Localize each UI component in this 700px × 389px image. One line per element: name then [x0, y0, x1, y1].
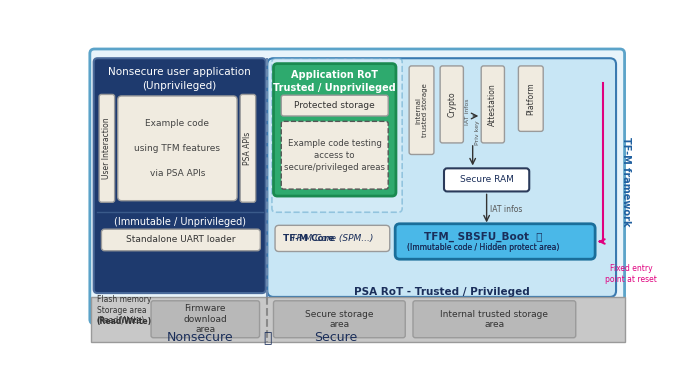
Text: Secure: Secure	[314, 331, 357, 344]
Text: Nonsecure: Nonsecure	[167, 331, 233, 344]
Text: 🔒: 🔒	[263, 331, 272, 345]
FancyBboxPatch shape	[281, 121, 389, 189]
Text: PSA RoT - Trusted / Privileged: PSA RoT - Trusted / Privileged	[354, 287, 529, 296]
FancyBboxPatch shape	[102, 229, 260, 251]
Text: (Immutable code / Hidden protect area): (Immutable code / Hidden protect area)	[407, 243, 559, 252]
FancyBboxPatch shape	[444, 168, 529, 191]
FancyBboxPatch shape	[409, 66, 434, 154]
FancyBboxPatch shape	[275, 225, 390, 252]
Text: (Read/Write): (Read/Write)	[97, 317, 152, 326]
Text: Attestation: Attestation	[489, 83, 497, 126]
Text: (Immutable / Unprivileged): (Immutable / Unprivileged)	[113, 217, 246, 227]
FancyBboxPatch shape	[99, 95, 115, 202]
Text: (Immutable code / Hidden protect area): (Immutable code / Hidden protect area)	[407, 243, 559, 252]
Text: Crypto: Crypto	[447, 92, 456, 117]
Text: TF-M Core (SPM...): TF-M Core (SPM...)	[291, 234, 374, 243]
Text: IAT infos: IAT infos	[491, 205, 523, 214]
FancyBboxPatch shape	[94, 58, 266, 293]
FancyBboxPatch shape	[274, 64, 396, 196]
FancyBboxPatch shape	[440, 66, 463, 143]
FancyBboxPatch shape	[481, 66, 505, 143]
Text: Secure storage
area: Secure storage area	[305, 310, 374, 329]
Text: Priv key: Priv key	[475, 121, 480, 145]
Bar	[92, 297, 624, 342]
Text: Application RoT
Trusted / Unprivileged: Application RoT Trusted / Unprivileged	[273, 70, 396, 93]
Text: Flash memory
Storage area
(Read/Write): Flash memory Storage area (Read/Write)	[97, 295, 151, 325]
FancyBboxPatch shape	[151, 301, 260, 338]
FancyBboxPatch shape	[413, 301, 575, 338]
Text: Example code testing
access to
secure/privileged areas: Example code testing access to secure/pr…	[284, 139, 385, 172]
FancyBboxPatch shape	[274, 301, 405, 338]
Text: IAT infos: IAT infos	[465, 99, 470, 125]
Text: Platform: Platform	[526, 82, 536, 115]
Text: Secure RAM: Secure RAM	[460, 175, 514, 184]
Text: Fixed entry
point at reset: Fixed entry point at reset	[606, 264, 657, 284]
Text: PSA APIs: PSA APIs	[244, 132, 253, 165]
Text: Protected storage: Protected storage	[295, 102, 375, 110]
FancyBboxPatch shape	[281, 95, 389, 116]
FancyBboxPatch shape	[272, 58, 402, 212]
Text: Internal trusted storage
area: Internal trusted storage area	[440, 310, 548, 329]
FancyBboxPatch shape	[395, 224, 595, 259]
FancyBboxPatch shape	[267, 58, 616, 297]
Text: Example code

using TFM features

via PSA APIs: Example code using TFM features via PSA …	[134, 119, 220, 178]
FancyBboxPatch shape	[240, 95, 256, 202]
Text: Nonsecure user application
(Unprivileged): Nonsecure user application (Unprivileged…	[108, 67, 251, 91]
Text: TFM_ SBSFU_Boot  🔑: TFM_ SBSFU_Boot 🔑	[424, 232, 542, 242]
FancyBboxPatch shape	[519, 66, 543, 131]
Text: TF-M Core: TF-M Core	[283, 234, 334, 243]
Text: TF-M framework: TF-M framework	[621, 137, 631, 226]
FancyBboxPatch shape	[90, 49, 624, 324]
Text: User Interaction: User Interaction	[102, 117, 111, 179]
Text: Internal
trusted storage: Internal trusted storage	[415, 84, 428, 137]
Text: Standalone UART loader: Standalone UART loader	[126, 235, 235, 244]
FancyBboxPatch shape	[118, 96, 237, 201]
Text: Firmware
download
area: Firmware download area	[183, 304, 228, 334]
